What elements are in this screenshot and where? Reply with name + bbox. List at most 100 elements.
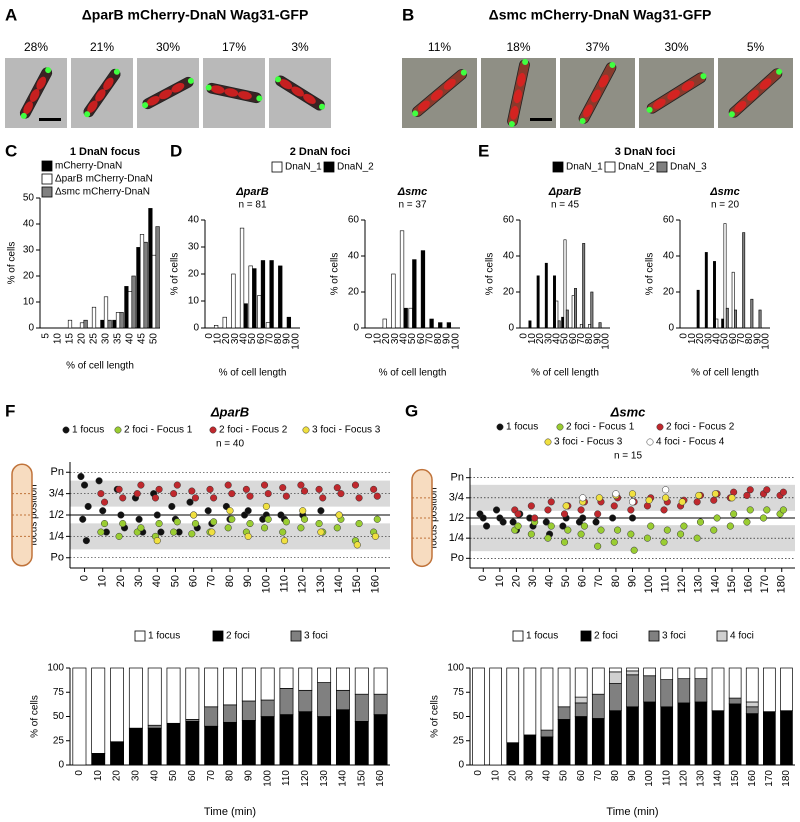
pole xyxy=(256,95,263,102)
pole xyxy=(646,106,653,113)
pole xyxy=(609,61,616,68)
x-tick-label: 60 xyxy=(568,333,579,345)
data-point xyxy=(728,494,736,502)
legend-label: 3 foci xyxy=(304,631,328,642)
bar-segment xyxy=(110,667,124,743)
data-point xyxy=(592,518,600,526)
pole xyxy=(579,118,586,125)
bar xyxy=(696,289,700,329)
data-point xyxy=(133,490,141,498)
data-point xyxy=(226,507,234,515)
bar xyxy=(107,319,112,329)
x-tick-label: 110 xyxy=(278,575,290,593)
legend-label: 1 focus xyxy=(148,631,180,642)
bar-segment xyxy=(354,720,369,766)
x-tick-label: 110 xyxy=(660,575,672,593)
x-tick-label: 50 xyxy=(560,333,571,345)
y-tick-label: 25 xyxy=(453,735,465,746)
bar xyxy=(155,226,160,329)
data-point xyxy=(155,519,163,528)
bar-segment xyxy=(745,713,759,766)
scale-bar xyxy=(39,118,61,121)
x-tick-label: 10 xyxy=(97,575,109,587)
data-point xyxy=(560,510,569,518)
x-tick-label: 60 xyxy=(728,333,739,345)
y-tick-label: 10 xyxy=(23,297,35,308)
y-axis-label: % of cells xyxy=(430,695,441,738)
cell xyxy=(412,69,467,117)
x-tick-label: 15 xyxy=(65,333,76,345)
data-point xyxy=(337,490,345,498)
x-tick-label: 40 xyxy=(711,333,722,345)
bar xyxy=(557,320,561,329)
x-tick-label: 70 xyxy=(593,770,604,782)
bar xyxy=(438,322,443,329)
data-point xyxy=(660,506,668,514)
data-point xyxy=(527,502,535,510)
x-tick-label: 40 xyxy=(551,333,562,345)
y-tick-label: 20 xyxy=(23,271,35,282)
y-axis-label: % of cells xyxy=(330,253,341,296)
pole xyxy=(522,58,529,65)
bar-segment xyxy=(298,711,313,766)
data-point xyxy=(97,490,105,498)
x-tick-label: 110 xyxy=(661,770,672,786)
data-point xyxy=(580,522,588,530)
data-point xyxy=(137,481,145,489)
bar xyxy=(588,324,592,329)
bar-segment xyxy=(591,718,605,766)
focus xyxy=(443,78,456,90)
y-tick-label: 50 xyxy=(453,711,465,722)
chart-title: 2 DnaN foci xyxy=(290,146,351,158)
x-tick-label: 30 xyxy=(527,575,539,587)
data-point xyxy=(627,506,635,514)
x-tick-label: 100 xyxy=(290,333,301,350)
pole xyxy=(728,111,735,118)
pole xyxy=(45,67,52,74)
focus xyxy=(303,93,316,104)
bar-segment xyxy=(91,753,106,766)
focus xyxy=(517,72,526,87)
annotation: n = 40 xyxy=(216,439,245,450)
y-tick-label: 20 xyxy=(663,287,675,298)
bar-segment xyxy=(609,671,622,684)
bar-segment xyxy=(591,693,605,719)
x-tick-label: 30 xyxy=(131,770,142,782)
x-tick-label: 40 xyxy=(239,333,250,345)
bar-segment xyxy=(336,667,350,691)
focus xyxy=(103,77,114,91)
x-tick-label: 150 xyxy=(351,575,363,593)
legend-label: 4 foci - Focus 4 xyxy=(656,437,725,448)
x-tick-label: 10 xyxy=(527,333,538,345)
y-tick-label: 60 xyxy=(503,215,515,226)
y-axis-label: focus position xyxy=(429,487,440,548)
bar xyxy=(536,275,540,329)
pole xyxy=(412,110,419,117)
bar xyxy=(269,260,274,329)
y-axis-label: % of cells xyxy=(7,242,18,285)
x-tick-label: 50 xyxy=(407,333,418,345)
data-point xyxy=(188,530,196,538)
bar-segment xyxy=(557,706,571,720)
x-tick-label: 10 xyxy=(93,770,104,782)
data-point xyxy=(564,526,572,534)
bar-segment xyxy=(780,710,793,766)
bar xyxy=(151,254,157,329)
bar-segment xyxy=(489,667,502,766)
x-axis-label: % of cell length xyxy=(66,361,134,372)
x-tick-label: 80 xyxy=(584,333,595,345)
bar xyxy=(119,312,124,329)
data-point xyxy=(210,494,218,502)
bar-segment xyxy=(223,667,237,706)
y-tick-label: 40 xyxy=(348,251,360,262)
bar xyxy=(112,319,117,329)
data-point xyxy=(544,534,552,542)
data-point xyxy=(509,518,517,526)
bar-segment xyxy=(223,721,237,766)
bar-segment xyxy=(166,722,181,766)
bar xyxy=(399,230,405,329)
data-point xyxy=(355,519,363,528)
panel-letter: C xyxy=(5,141,17,160)
x-tick-label: 40 xyxy=(543,575,555,587)
data-point xyxy=(531,514,539,522)
